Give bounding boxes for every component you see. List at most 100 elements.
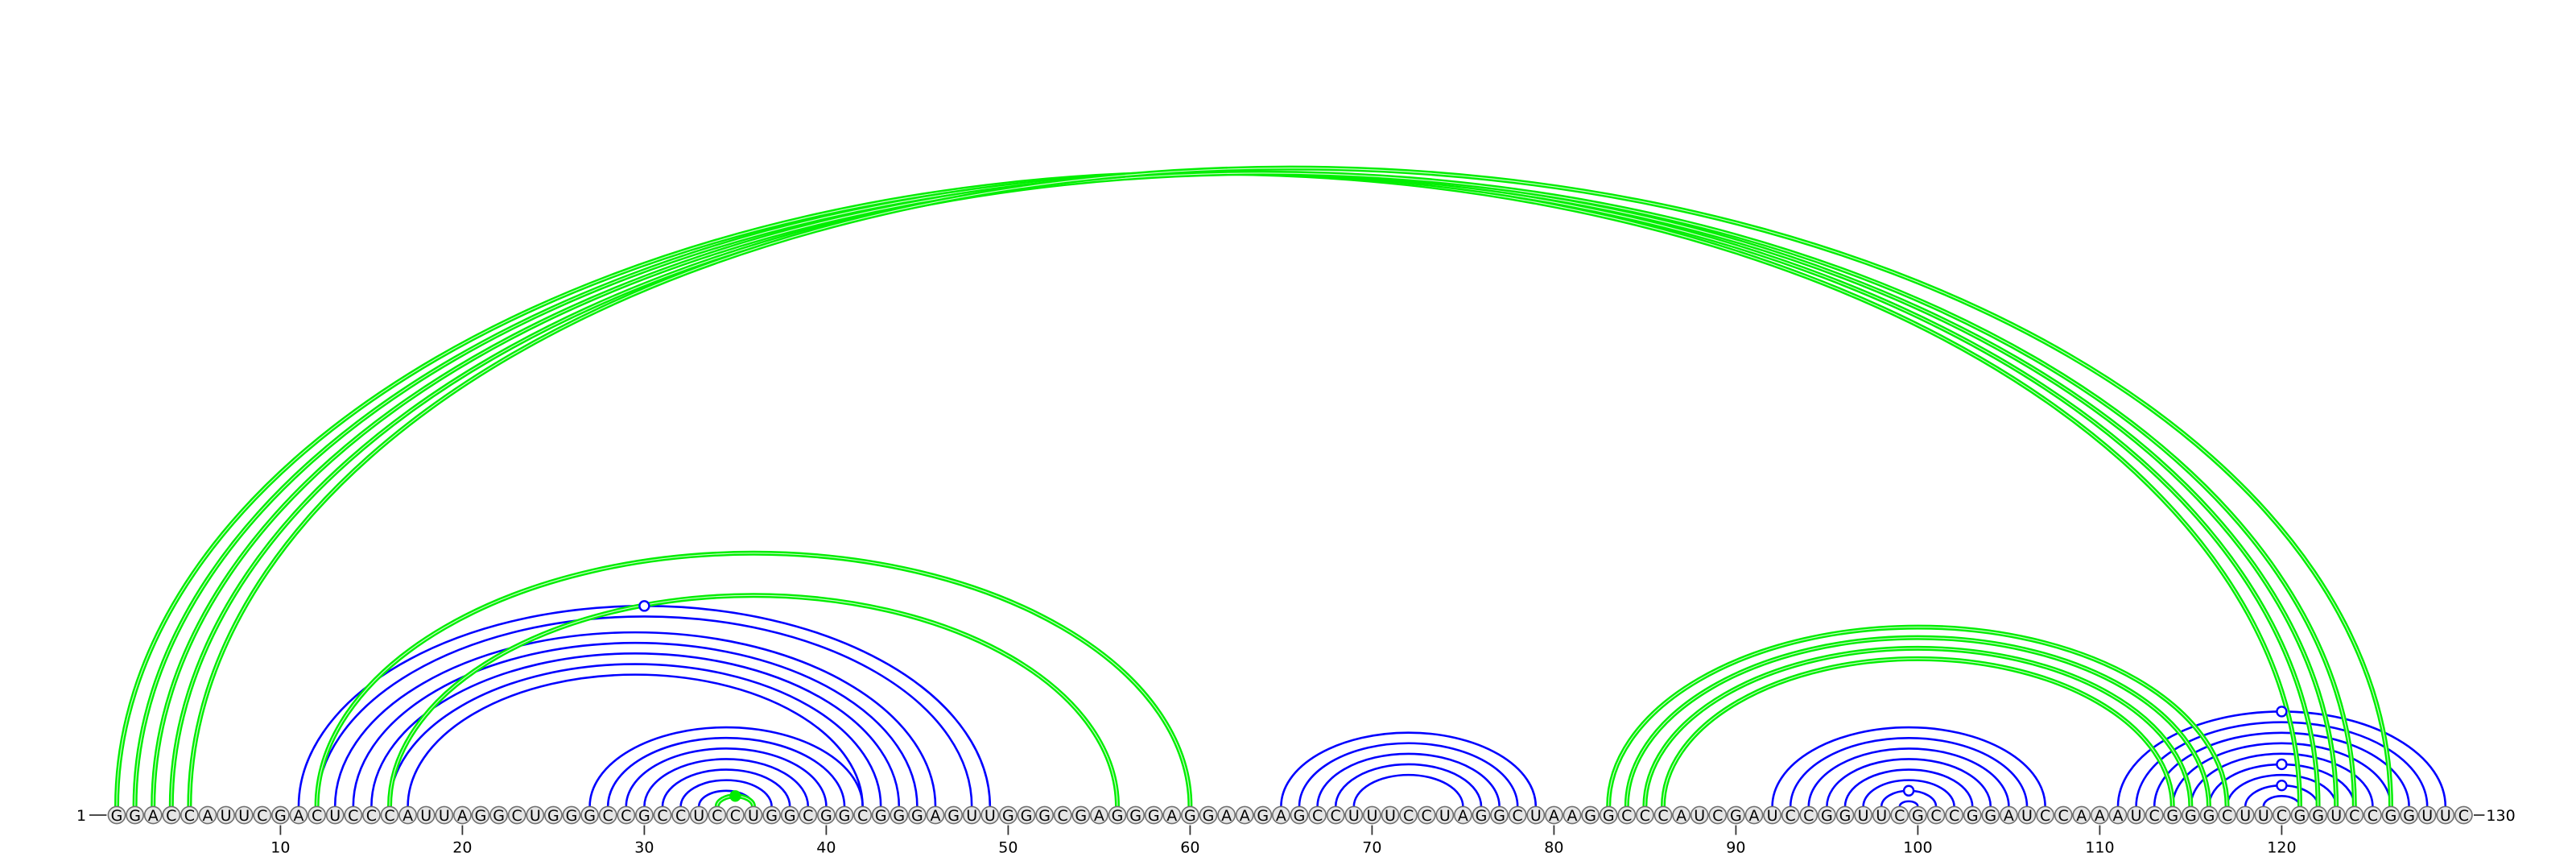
nucleotide-circle	[726, 805, 745, 825]
nucleotide-letter: A	[2076, 807, 2087, 825]
arc-green-4-124	[168, 170, 2357, 807]
nucleotide-circle	[744, 805, 763, 825]
nucleotide-letter: C	[312, 807, 322, 825]
arc-green-core-3-123	[152, 172, 2337, 807]
nucleotide-letter: U	[238, 807, 250, 825]
nucleotide-letter: C	[184, 807, 195, 825]
nucleotide-letter: G	[1184, 807, 1196, 825]
nucleotide-circle	[689, 805, 708, 825]
nucleotide-circle	[1126, 805, 1146, 825]
nucleotide-circle	[1381, 805, 1400, 825]
axis-tick-label-20: 20	[452, 839, 472, 857]
nucleotide-82: G	[1581, 805, 1600, 825]
arc-blue-113-127	[2153, 731, 2410, 807]
nucleotide-letter: G	[1493, 807, 1505, 825]
nucleotide-letter: C	[675, 807, 686, 825]
nucleotide-91: A	[1744, 805, 1764, 825]
nucleotide-77: G	[1490, 805, 1509, 825]
nucleotide-98: U	[1872, 805, 1891, 825]
nucleotide-letter: C	[1331, 807, 1341, 825]
nucleotide-67: C	[1308, 805, 1327, 825]
arc-green-86-114	[1661, 656, 2175, 807]
nucleotide-circle	[1999, 805, 2018, 825]
nucleotide-letter: A	[2095, 807, 2105, 825]
nucleotide-letter: G	[1021, 807, 1033, 825]
nucleotide-83: G	[1599, 805, 1618, 825]
nucleotide-21: G	[471, 805, 490, 825]
nucleotide-letter: C	[712, 807, 722, 825]
nucleotide-letter: A	[1567, 807, 1578, 825]
nucleotide-80: A	[1545, 805, 1563, 825]
nucleotide-letter: U	[1530, 807, 1542, 825]
arc-green-3-123	[151, 170, 2339, 807]
nucleotide-letter: U	[2258, 807, 2269, 825]
nucleotide-letter: C	[166, 807, 176, 825]
arc-blue-119-121	[2262, 794, 2301, 807]
nucleotide-letter: C	[257, 807, 267, 825]
nucleotide-circle	[2145, 805, 2164, 825]
nucleotide-circle	[1708, 805, 1728, 825]
nucleotide-103: G	[1963, 805, 1982, 825]
nucleotide-84: C	[1617, 805, 1637, 825]
nucleotide-1: G	[107, 805, 126, 825]
nucleotide-letter: G	[638, 807, 650, 825]
nucleotide-circle	[1763, 805, 1782, 825]
nucleotide-letter: U	[1858, 807, 1869, 825]
position-axis: 10 20 30 40 50 60 70 80 90 100 110 120	[270, 825, 2297, 857]
nucleotide-circle	[1963, 805, 1982, 825]
nucleotide-letter: C	[2349, 807, 2359, 825]
nucleotide-circle	[980, 805, 1000, 825]
nucleotide-121: G	[2290, 805, 2310, 825]
nucleotide-45: G	[908, 805, 927, 825]
nucleotide-circle	[435, 805, 454, 825]
nucleotide-circle	[1526, 805, 1546, 825]
nucleotide-letter: G	[911, 807, 923, 825]
nucleotide-letter: A	[2113, 807, 2124, 825]
nucleotide-letter: U	[966, 807, 977, 825]
nucleotide-46: A	[926, 805, 945, 825]
arc-blue-11-49	[297, 605, 992, 807]
nucleotide-40: G	[817, 805, 836, 825]
arc-blue-13-46	[333, 631, 937, 807]
nucleotide-circle	[1744, 805, 1764, 825]
nucleotide-circle	[1090, 805, 1108, 825]
nucleotide-letter: C	[1621, 807, 1632, 825]
axis-tick-label-90: 90	[1726, 839, 1745, 857]
nucleotide-letter: A	[1240, 807, 1250, 825]
nucleotide-17: A	[398, 805, 418, 825]
nucleotide-circle	[617, 805, 636, 825]
nucleotide-letter: C	[366, 807, 377, 825]
nucleotide-letter: C	[2458, 807, 2469, 825]
arc-blue-112-128	[2135, 721, 2429, 807]
nucleotide-circle	[1599, 805, 1618, 825]
nucleotide-57: G	[1126, 805, 1146, 825]
nucleotide-circle	[361, 805, 381, 825]
nucleotide-letter: C	[1657, 807, 1668, 825]
nucleotide-26: G	[562, 805, 581, 825]
nucleotide-64: G	[1253, 805, 1273, 825]
nucleotide-20: A	[453, 805, 472, 825]
arc-blue-115-125	[2190, 752, 2374, 807]
nucleotide-letter: C	[1930, 807, 1941, 825]
nucleotide-circle	[1217, 805, 1236, 825]
nucleotide-74: U	[1435, 805, 1455, 825]
nucleotide-15: C	[361, 805, 381, 825]
nucleotide-107: C	[2036, 805, 2055, 825]
nucleotide-letter: G	[2166, 807, 2178, 825]
nucleotide-circle	[1581, 805, 1600, 825]
nucleotide-circle	[1653, 805, 1673, 825]
nucleotide-circle	[162, 805, 181, 825]
nucleotide-43: G	[871, 805, 890, 825]
nucleotide-circle	[1545, 805, 1563, 825]
pair-markers-layer	[638, 600, 2288, 802]
nucleotide-letter: C	[857, 807, 868, 825]
nucleotide-circle	[635, 805, 654, 825]
arc-blue-31-38	[661, 768, 791, 807]
nucleotide-circle	[1363, 805, 1381, 825]
nucleotide-circle	[1835, 805, 1855, 825]
nucleotide-circle	[1035, 805, 1055, 825]
nucleotide-letter: G	[2385, 807, 2397, 825]
arc-blue-12-48	[316, 615, 973, 807]
